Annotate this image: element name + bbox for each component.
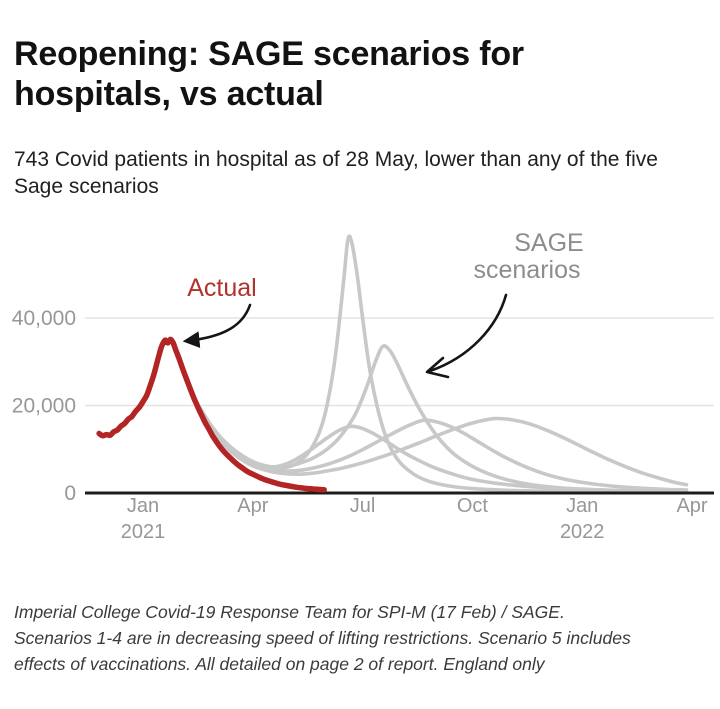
actual-line	[96, 336, 327, 493]
chart: 0 20,000 40,000 Jan 2021 Apr Jul Oct Jan 2022 Apr A…	[0, 215, 720, 565]
x-tick-label: Jan	[127, 495, 159, 517]
x-tick-label: Apr	[237, 495, 268, 517]
chart-title: Reopening: SAGE scenarios for hospitals,…	[14, 35, 524, 114]
chart-subtitle: 743 Covid patients in hospital as of 28 …	[14, 148, 658, 199]
actual-annotation-arrow	[182, 303, 252, 349]
scenario-line	[194, 400, 689, 492]
x-tick-label: Jul	[350, 495, 376, 517]
chart-svg: 0 20,000 40,000 Jan 2021 Apr Jul Oct Jan 2022 Apr A…	[12, 229, 714, 543]
actual-annotation-label: Actual	[187, 274, 256, 302]
sage-annotation-label-line1: SAGE	[514, 229, 583, 257]
scenario-line	[194, 400, 689, 494]
x-tick-label: Oct	[457, 495, 489, 517]
source-note: Imperial College Covid-19 Response Team …	[14, 602, 631, 674]
y-tick-label: 20,000	[12, 395, 76, 418]
sage-annotation-label-line2: scenarios	[474, 256, 581, 284]
y-tick-label: 40,000	[12, 307, 76, 330]
x-tick-year: 2021	[121, 521, 166, 543]
scenario-line	[194, 234, 689, 494]
x-tick-label: Jan	[566, 495, 598, 517]
y-tick-label: 0	[64, 482, 76, 505]
scenario-line	[194, 401, 689, 487]
x-tick-year: 2022	[560, 521, 605, 543]
sage-annotation-arrowhead	[425, 356, 450, 379]
x-tick-label: Apr	[676, 495, 707, 517]
sage-annotation-arrow	[428, 293, 508, 373]
